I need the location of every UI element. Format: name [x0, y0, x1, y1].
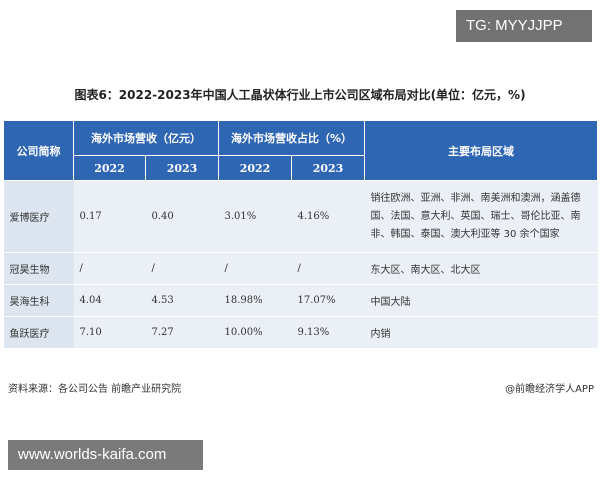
header-year: 2022 — [73, 155, 146, 181]
cell-company: 鱼跃医疗 — [3, 316, 74, 349]
cell-share-2022: 10.00% — [218, 316, 292, 349]
header-share: 海外市场营收占比（%） — [218, 120, 365, 156]
tg-overlay-tag: TG: MYYJJPP — [456, 10, 592, 42]
header-revenue: 海外市场营收（亿元） — [73, 120, 219, 156]
table-row: 爱博医疗 0.17 0.40 3.01% 4.16% 销往欧洲、亚洲、非洲、南美… — [3, 180, 598, 253]
header-row: 公司简称 海外市场营收（亿元） 海外市场营收占比（%） 主要布局区域 — [3, 120, 598, 181]
cell-revenue-2022: 0.17 — [73, 180, 146, 253]
table-row: 鱼跃医疗 7.10 7.27 10.00% 9.13% 内销 — [3, 316, 598, 349]
cell-revenue-2022: 4.04 — [73, 284, 146, 317]
cell-revenue-2023: 0.40 — [145, 180, 219, 253]
cell-regions: 中国大陆 — [364, 284, 598, 317]
header-company: 公司简称 — [3, 120, 74, 181]
cell-revenue-2022: / — [73, 252, 146, 285]
source-note: 资料来源：各公司公告 前瞻产业研究院 — [8, 384, 182, 395]
header-regions: 主要布局区域 — [364, 120, 598, 181]
region-layout-table: 公司简称 海外市场营收（亿元） 海外市场营收占比（%） 主要布局区域 2022 … — [3, 120, 598, 349]
cell-company: 昊海生科 — [3, 284, 74, 317]
table-row: 冠昊生物 / / / / 东大区、南大区、北大区 — [3, 252, 598, 285]
cell-regions: 销往欧洲、亚洲、非洲、南美洲和澳洲，涵盖德国、法国、意大利、英国、瑞士、哥伦比亚… — [364, 180, 598, 253]
cell-share-2023: / — [291, 252, 365, 285]
table-row: 昊海生科 4.04 4.53 18.98% 17.07% 中国大陆 — [3, 284, 598, 317]
brand-credit: @前瞻经济学人APP — [505, 384, 594, 395]
cell-revenue-2023: / — [145, 252, 219, 285]
cell-company: 冠昊生物 — [3, 252, 74, 285]
cell-share-2023: 4.16% — [291, 180, 365, 253]
header-year: 2022 — [218, 155, 292, 181]
site-watermark: www.worlds-kaifa.com — [8, 440, 203, 470]
cell-share-2022: 18.98% — [218, 284, 292, 317]
figure-title: 图表6：2022-2023年中国人工晶状体行业上市公司区域布局对比(单位：亿元，… — [74, 88, 526, 102]
year-header-row: 2022 2023 2022 2023 — [4, 155, 598, 181]
header-year: 2023 — [145, 155, 219, 181]
cell-share-2023: 17.07% — [291, 284, 365, 317]
cell-revenue-2023: 4.53 — [145, 284, 219, 317]
cell-share-2023: 9.13% — [291, 316, 365, 349]
cell-share-2022: 3.01% — [218, 180, 292, 253]
cell-company: 爱博医疗 — [3, 180, 74, 253]
cell-share-2022: / — [218, 252, 292, 285]
cell-revenue-2023: 7.27 — [145, 316, 219, 349]
header-year: 2023 — [291, 155, 365, 181]
cell-regions: 东大区、南大区、北大区 — [364, 252, 598, 285]
cell-regions: 内销 — [364, 316, 598, 349]
cell-revenue-2022: 7.10 — [73, 316, 146, 349]
